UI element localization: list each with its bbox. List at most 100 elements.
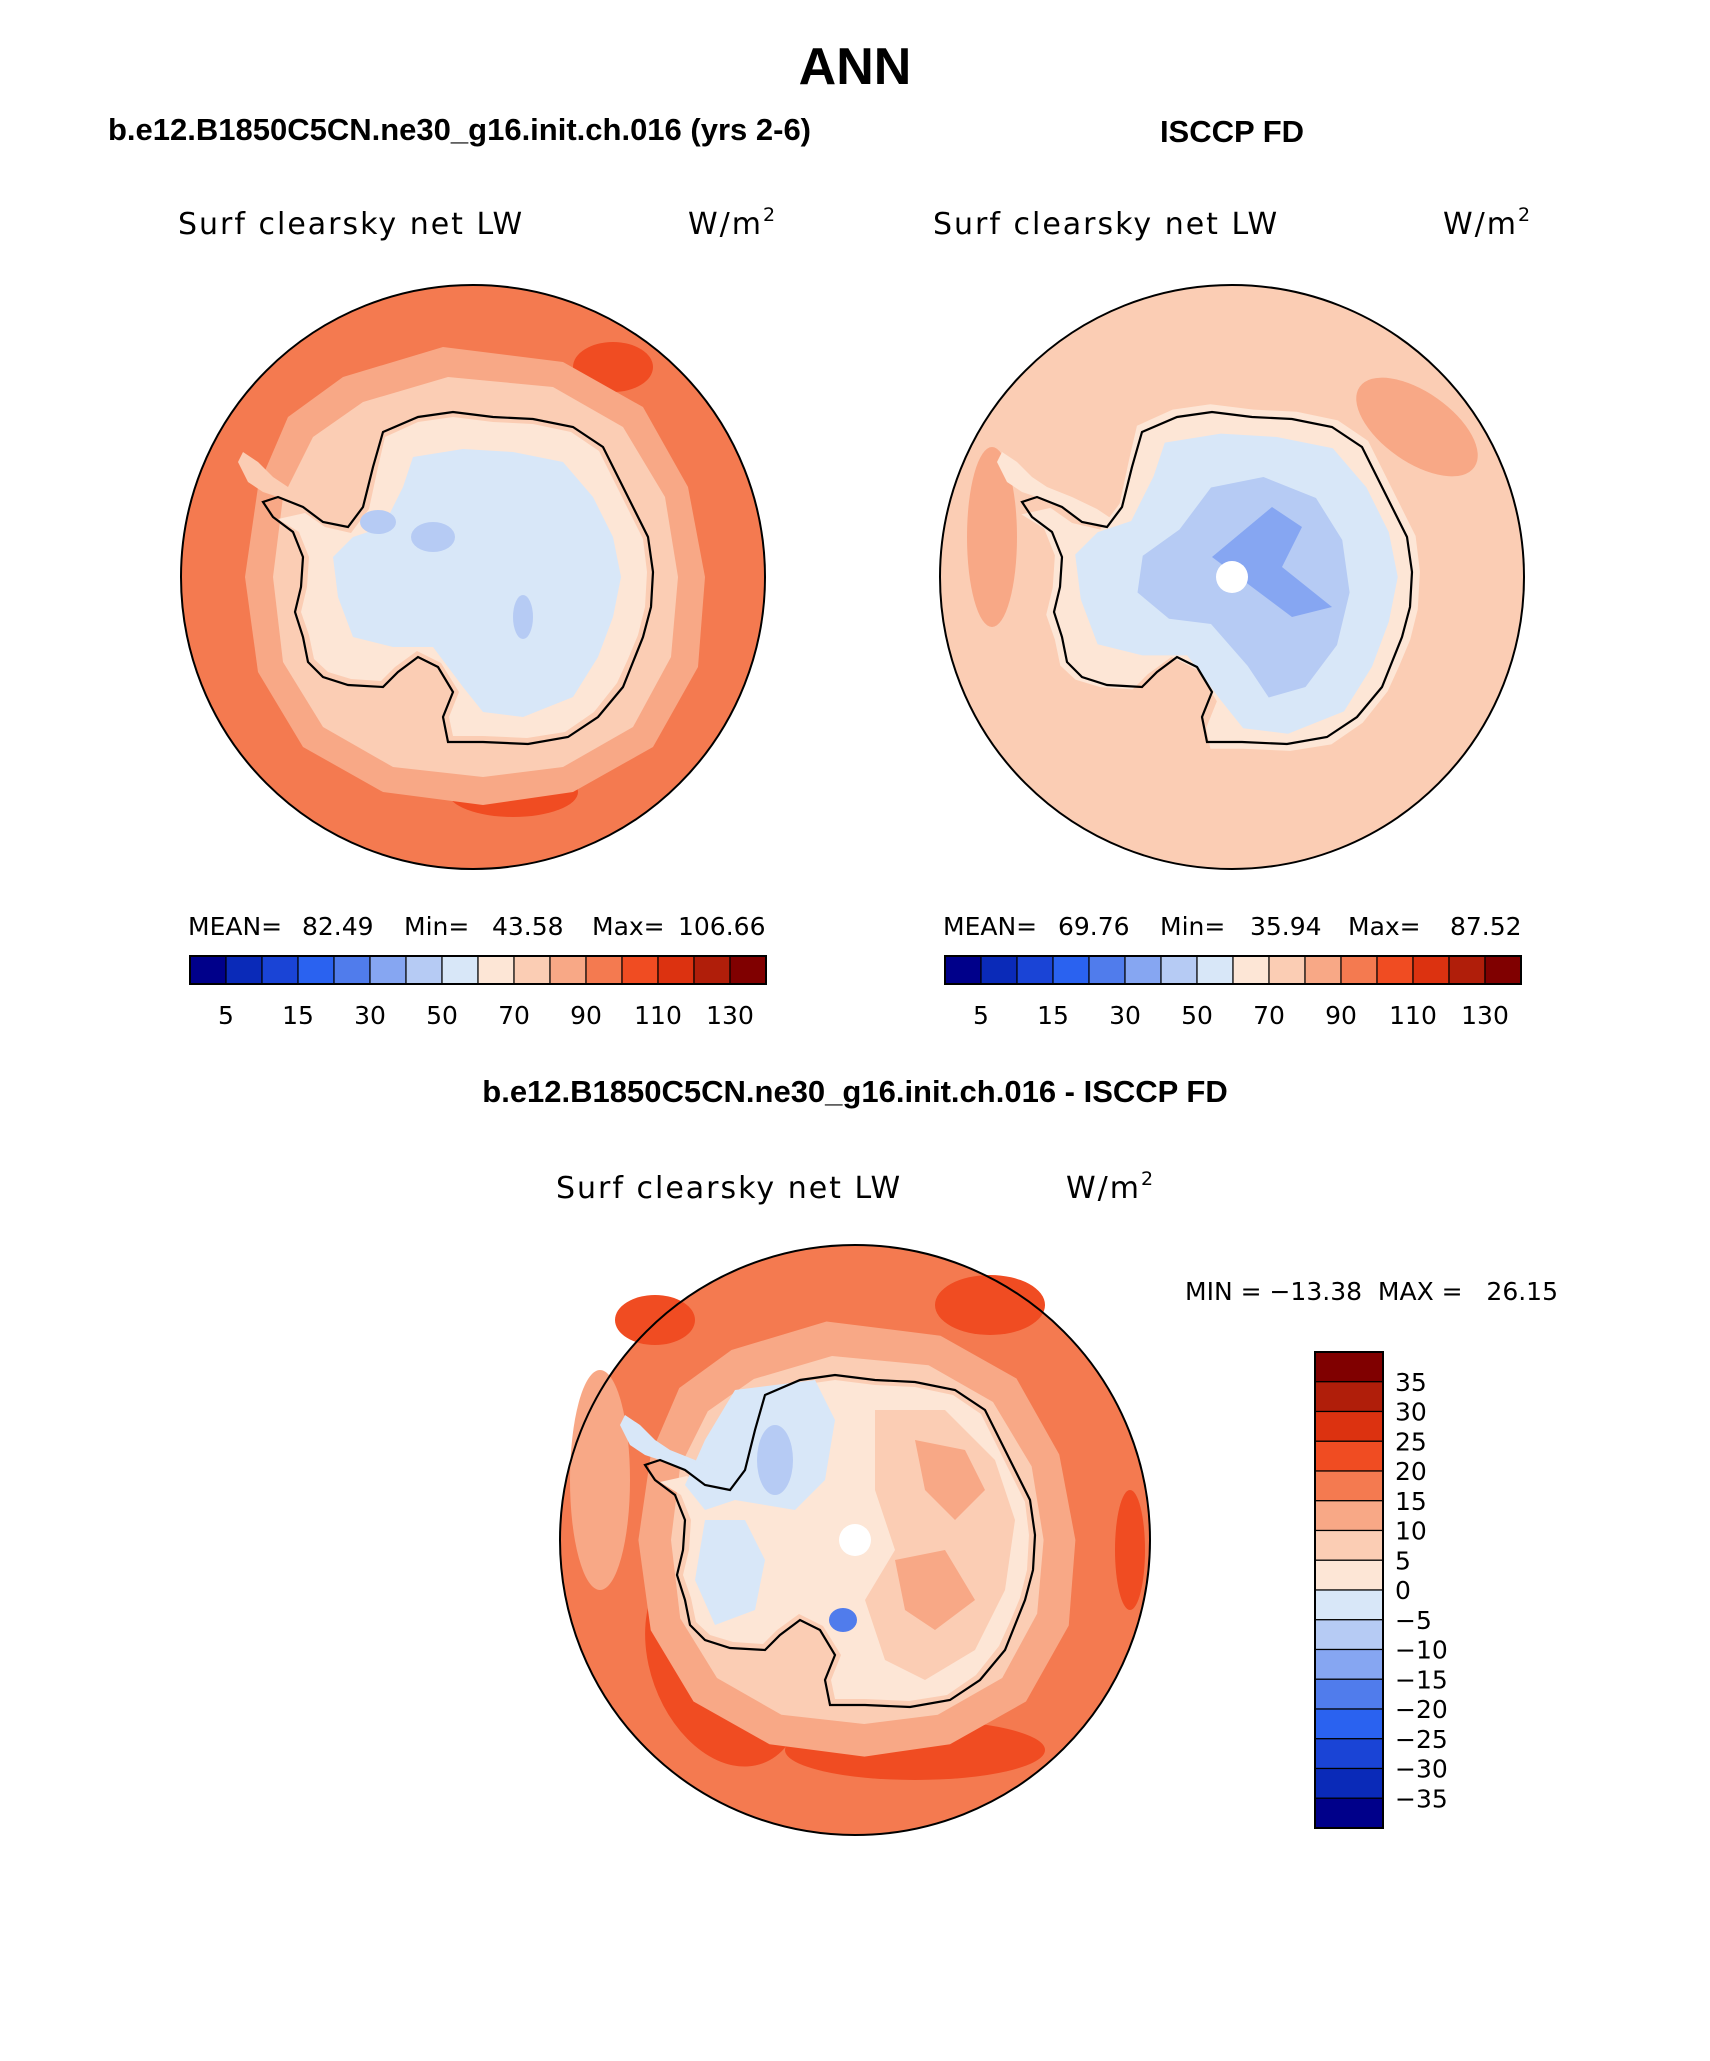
warm-interior bbox=[895, 1550, 975, 1630]
colorbar-swatch bbox=[1304, 955, 1342, 985]
cold-region bbox=[695, 1520, 765, 1625]
colorbar-tick-label: 25 bbox=[1395, 1427, 1427, 1456]
colorbar-swatch bbox=[1314, 1797, 1384, 1829]
max-value: 106.66 bbox=[678, 912, 765, 941]
panel-diff-map bbox=[559, 1244, 1151, 1836]
colorbar-swatch bbox=[225, 955, 263, 985]
colorbar-swatch bbox=[1314, 1440, 1384, 1472]
colorbar-swatch bbox=[1052, 955, 1090, 985]
colorbar-swatch bbox=[405, 955, 443, 985]
colorbar-frame bbox=[944, 955, 1522, 985]
colorbar-swatch bbox=[1340, 955, 1378, 985]
colorbar-swatch bbox=[980, 955, 1018, 985]
max-value: 87.52 bbox=[1450, 912, 1522, 941]
panel-model-header: b.e12.B1850C5CN.ne30_g16.init.ch.016 (yr… bbox=[108, 112, 811, 147]
panel-diff-variable-label: Surf clearsky net LW bbox=[556, 1171, 902, 1206]
colorbar-tick-label: 30 bbox=[354, 1001, 386, 1030]
min-label: Min= bbox=[404, 912, 469, 941]
warm-patch bbox=[1356, 377, 1478, 477]
colorbar-swatch bbox=[1088, 955, 1126, 985]
colorbar-swatch bbox=[1314, 1351, 1384, 1383]
colorbar-tick-label: −25 bbox=[1395, 1725, 1448, 1754]
colorbar-tick-label: 5 bbox=[218, 1001, 234, 1030]
colorbar-swatch bbox=[585, 955, 623, 985]
colorbar-swatch bbox=[1160, 955, 1198, 985]
panel-obs-header: ISCCP FD bbox=[1160, 114, 1304, 149]
colorbar-tick-label: −5 bbox=[1395, 1606, 1432, 1635]
colorbar-tick-label: 35 bbox=[1395, 1368, 1427, 1397]
colorbar-tick-label: 30 bbox=[1109, 1001, 1141, 1030]
colorbar-tick-label: 5 bbox=[1395, 1546, 1411, 1575]
colorbar-tick-label: 90 bbox=[570, 1001, 602, 1030]
colorbar-frame bbox=[189, 955, 767, 985]
colorbar-tick-label: 130 bbox=[1461, 1001, 1509, 1030]
colorbar-swatch bbox=[1376, 955, 1414, 985]
colorbar-swatch bbox=[1314, 1470, 1384, 1502]
colorbar-tick-label: 90 bbox=[1325, 1001, 1357, 1030]
cold-patch bbox=[513, 595, 533, 639]
min-value: 35.94 bbox=[1250, 912, 1322, 941]
colorbar-swatch bbox=[549, 955, 587, 985]
cold-patch bbox=[411, 522, 455, 552]
panel-model-units: W/m2 bbox=[688, 204, 777, 242]
colorbar-tick-label: 30 bbox=[1395, 1398, 1427, 1427]
map-border bbox=[559, 1244, 1151, 1836]
cool-band bbox=[570, 1370, 630, 1590]
mean-label: MEAN= bbox=[943, 912, 1037, 941]
colorbar-swatch bbox=[369, 955, 407, 985]
figure-title: ANN bbox=[799, 38, 912, 96]
colorbar-swatch bbox=[1314, 1619, 1384, 1651]
panel-obs-map bbox=[939, 284, 1525, 870]
colorbar-tick-label: 50 bbox=[426, 1001, 458, 1030]
colorbar-swatch bbox=[1232, 955, 1270, 985]
panel-diff: b.e12.B1850C5CN.ne30_g16.init.ch.016 - I… bbox=[482, 1074, 1558, 1836]
colorbar-swatch bbox=[1124, 955, 1162, 985]
mean-value: 82.49 bbox=[302, 912, 374, 941]
colorbar-tick-label: 10 bbox=[1395, 1517, 1427, 1546]
colorbar-tick-label: 15 bbox=[1037, 1001, 1069, 1030]
colorbar-tick-label: −20 bbox=[1395, 1695, 1448, 1724]
panel-model: b.e12.B1850C5CN.ne30_g16.init.ch.016 (yr… bbox=[108, 112, 811, 1030]
colorbar-model: 5 15 30 50 70 90 110 130 bbox=[189, 955, 767, 1030]
panel-obs: ISCCP FD Surf clearsky net LW W/m2 MEAN=… bbox=[933, 114, 1530, 1030]
colorbar-tick-label: −15 bbox=[1395, 1665, 1448, 1694]
colorbar-tick-label: 20 bbox=[1395, 1457, 1427, 1486]
colorbar-swatch bbox=[477, 955, 515, 985]
colorbar-swatch bbox=[1314, 1767, 1384, 1799]
colorbar-swatch bbox=[621, 955, 659, 985]
colorbar-swatch bbox=[513, 955, 551, 985]
colorbar-tick-label: 110 bbox=[1389, 1001, 1437, 1030]
panel-model-stats: MEAN= 82.49 Min= 43.58 Max= 106.66 bbox=[188, 912, 765, 941]
colorbar-tick-label: 70 bbox=[1253, 1001, 1285, 1030]
colorbar-tick-label: 110 bbox=[634, 1001, 682, 1030]
cold-patch bbox=[829, 1608, 857, 1632]
map-border bbox=[180, 284, 766, 870]
panel-model-map bbox=[180, 284, 766, 870]
colorbar-obs: 5 15 30 50 70 90 110 130 bbox=[944, 955, 1522, 1030]
colorbar-swatch bbox=[1484, 955, 1522, 985]
colorbar-swatch bbox=[1314, 1500, 1384, 1532]
colorbar-swatch bbox=[1314, 1738, 1384, 1770]
colorbar-tick-label: −30 bbox=[1395, 1755, 1448, 1784]
colorbar-swatch bbox=[189, 955, 227, 985]
cold-core bbox=[1212, 507, 1332, 617]
colorbar-swatch bbox=[693, 955, 731, 985]
cold-patch bbox=[757, 1425, 793, 1495]
cold-patch bbox=[360, 510, 396, 534]
panel-obs-stats: MEAN= 69.76 Min= 35.94 Max= 87.52 bbox=[943, 912, 1522, 941]
max-label: Max= bbox=[1348, 912, 1421, 941]
colorbar-swatch bbox=[1314, 1529, 1384, 1561]
panel-obs-variable-label: Surf clearsky net LW bbox=[933, 207, 1279, 242]
colorbar-tick-label: 0 bbox=[1395, 1576, 1411, 1605]
colorbar-tick-label: 50 bbox=[1181, 1001, 1213, 1030]
colorbar-swatch bbox=[1412, 955, 1450, 985]
colorbar-swatch bbox=[944, 955, 982, 985]
panel-diff-minmax: MIN = −13.38 MAX = 26.15 bbox=[1185, 1277, 1558, 1306]
colorbar-tick-label: 15 bbox=[1395, 1487, 1427, 1516]
colorbar-swatch bbox=[1314, 1648, 1384, 1680]
colorbar-tick-label: −10 bbox=[1395, 1636, 1448, 1665]
warm-interior bbox=[915, 1440, 985, 1520]
colorbar-swatch bbox=[1314, 1678, 1384, 1710]
colorbar-tick-label: 5 bbox=[973, 1001, 989, 1030]
